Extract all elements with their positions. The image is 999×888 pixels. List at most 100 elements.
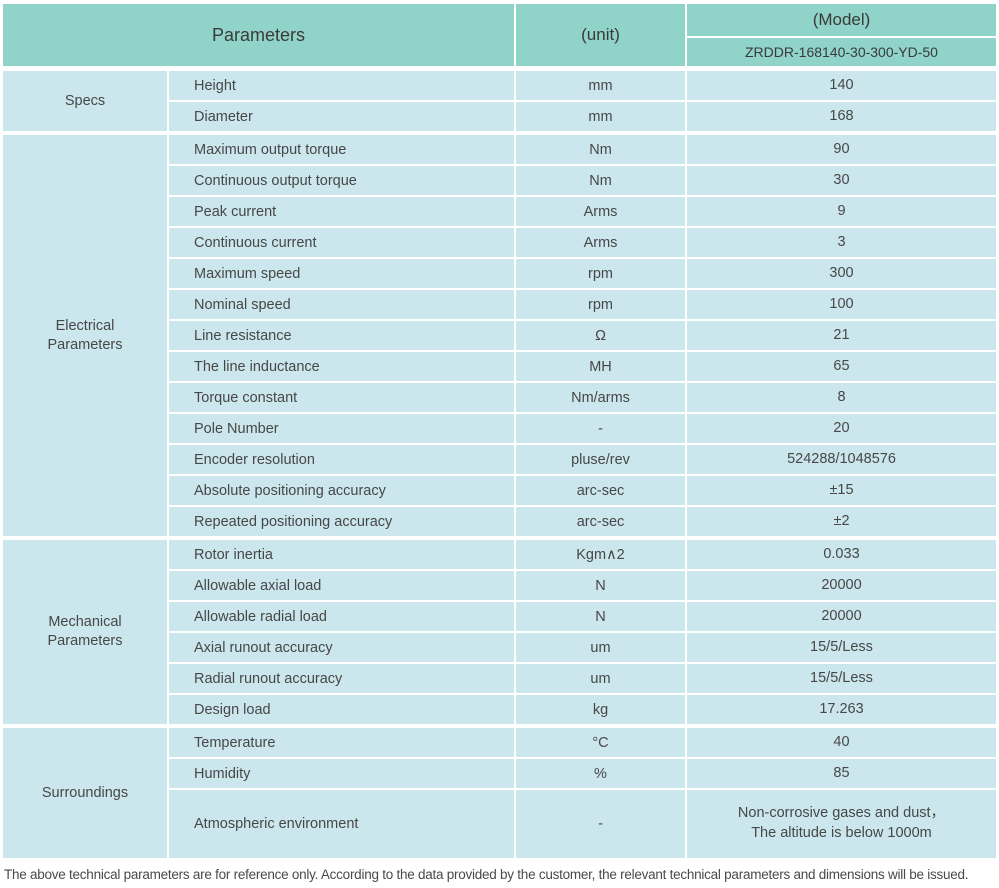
value-cell: 9	[687, 197, 996, 226]
table-row: Atmospheric environment - Non-corrosive …	[169, 790, 996, 858]
param-name-cell: Allowable axial load	[169, 571, 514, 600]
group-cell-electrical: Electrical Parameters	[3, 135, 167, 536]
table-header: Parameters (unit) (Model) ZRDDR-168140-3…	[3, 4, 996, 66]
group-cell-mechanical: Mechanical Parameters	[3, 540, 167, 724]
value-cell: ±2	[687, 507, 996, 536]
value-cell: 300	[687, 259, 996, 288]
table-row: Rotor inertia Kgm∧2 0.033	[169, 540, 996, 569]
table-row: Allowable radial load N 20000	[169, 602, 996, 631]
value-cell: 20	[687, 414, 996, 443]
unit-cell: mm	[516, 102, 685, 131]
table-row: Line resistance Ω 21	[169, 321, 996, 350]
param-name-cell: Axial runout accuracy	[169, 633, 514, 662]
table-row: Allowable axial load N 20000	[169, 571, 996, 600]
param-name-cell: Repeated positioning accuracy	[169, 507, 514, 536]
param-name-cell: Continuous current	[169, 228, 514, 257]
section-mechanical-parameters: Mechanical Parameters Rotor inertia Kgm∧…	[3, 540, 996, 724]
unit-cell: °C	[516, 728, 685, 757]
unit-cell: um	[516, 664, 685, 693]
unit-cell: pluse/rev	[516, 445, 685, 474]
value-cell: ±15	[687, 476, 996, 505]
unit-cell: rpm	[516, 259, 685, 288]
param-name-cell: Rotor inertia	[169, 540, 514, 569]
unit-cell: -	[516, 414, 685, 443]
unit-cell: um	[516, 633, 685, 662]
unit-cell: mm	[516, 71, 685, 100]
table-row: Maximum speed rpm 300	[169, 259, 996, 288]
value-cell: 21	[687, 321, 996, 350]
value-cell: 30	[687, 166, 996, 195]
value-cell: 85	[687, 759, 996, 788]
table-row: Maximum output torque Nm 90	[169, 135, 996, 164]
table-row: Peak current Arms 9	[169, 197, 996, 226]
model-header-cell: (Model)	[687, 4, 996, 36]
unit-cell: %	[516, 759, 685, 788]
unit-cell: Arms	[516, 197, 685, 226]
param-name-cell: Height	[169, 71, 514, 100]
value-cell: 0.033	[687, 540, 996, 569]
param-name-cell: Atmospheric environment	[169, 790, 514, 858]
value-cell: 40	[687, 728, 996, 757]
param-name-cell: Maximum output torque	[169, 135, 514, 164]
param-name-cell: Encoder resolution	[169, 445, 514, 474]
value-cell: 8	[687, 383, 996, 412]
table-row: Continuous output torque Nm 30	[169, 166, 996, 195]
value-cell: 524288/1048576	[687, 445, 996, 474]
table-row: The line inductance MH 65	[169, 352, 996, 381]
table-row: Humidity % 85	[169, 759, 996, 788]
unit-cell: N	[516, 602, 685, 631]
table-row: Absolute positioning accuracy arc-sec ±1…	[169, 476, 996, 505]
unit-cell: MH	[516, 352, 685, 381]
param-name-cell: Maximum speed	[169, 259, 514, 288]
unit-cell: rpm	[516, 290, 685, 319]
unit-cell: arc-sec	[516, 507, 685, 536]
value-cell: 15/5/Less	[687, 664, 996, 693]
unit-cell: Ω	[516, 321, 685, 350]
section-electrical-parameters: Electrical Parameters Maximum output tor…	[3, 135, 996, 536]
table-row: Temperature °C 40	[169, 728, 996, 757]
unit-cell: Kgm∧2	[516, 540, 685, 569]
section-surroundings: Surroundings Temperature °C 40 Humidity …	[3, 728, 996, 858]
unit-cell: Nm	[516, 166, 685, 195]
table-row: Continuous current Arms 3	[169, 228, 996, 257]
param-name-cell: Diameter	[169, 102, 514, 131]
model-number-cell: ZRDDR-168140-30-300-YD-50	[687, 38, 996, 66]
group-cell-specs: Specs	[3, 71, 167, 131]
param-name-cell: Humidity	[169, 759, 514, 788]
table-row: Repeated positioning accuracy arc-sec ±2	[169, 507, 996, 536]
table-row: Design load kg 17.263	[169, 695, 996, 724]
table-row: Torque constant Nm/arms 8	[169, 383, 996, 412]
table-row: Encoder resolution pluse/rev 524288/1048…	[169, 445, 996, 474]
unit-cell: kg	[516, 695, 685, 724]
unit-cell: Nm	[516, 135, 685, 164]
value-cell: 17.263	[687, 695, 996, 724]
table-row: Pole Number - 20	[169, 414, 996, 443]
parameters-header-cell: Parameters	[3, 4, 514, 66]
parameters-table: Parameters (unit) (Model) ZRDDR-168140-3…	[3, 4, 996, 882]
param-name-cell: Temperature	[169, 728, 514, 757]
param-name-cell: Nominal speed	[169, 290, 514, 319]
reference-note: The above technical parameters are for r…	[4, 867, 969, 882]
param-name-cell: The line inductance	[169, 352, 514, 381]
param-name-cell: Line resistance	[169, 321, 514, 350]
param-name-cell: Allowable radial load	[169, 602, 514, 631]
unit-cell: -	[516, 790, 685, 858]
unit-cell: N	[516, 571, 685, 600]
value-cell: 100	[687, 290, 996, 319]
param-name-cell: Radial runout accuracy	[169, 664, 514, 693]
table-row: Height mm 140	[169, 71, 996, 100]
unit-cell: Nm/arms	[516, 383, 685, 412]
unit-header-cell: (unit)	[516, 4, 685, 66]
value-cell: 168	[687, 102, 996, 131]
table-row: Diameter mm 168	[169, 102, 996, 131]
param-name-cell: Absolute positioning accuracy	[169, 476, 514, 505]
value-cell: Non-corrosive gases and dust， The altitu…	[687, 790, 996, 858]
param-name-cell: Torque constant	[169, 383, 514, 412]
value-cell: 140	[687, 71, 996, 100]
unit-cell: Arms	[516, 228, 685, 257]
param-name-cell: Peak current	[169, 197, 514, 226]
value-cell: 20000	[687, 571, 996, 600]
value-cell: 90	[687, 135, 996, 164]
value-cell: 15/5/Less	[687, 633, 996, 662]
value-cell: 3	[687, 228, 996, 257]
